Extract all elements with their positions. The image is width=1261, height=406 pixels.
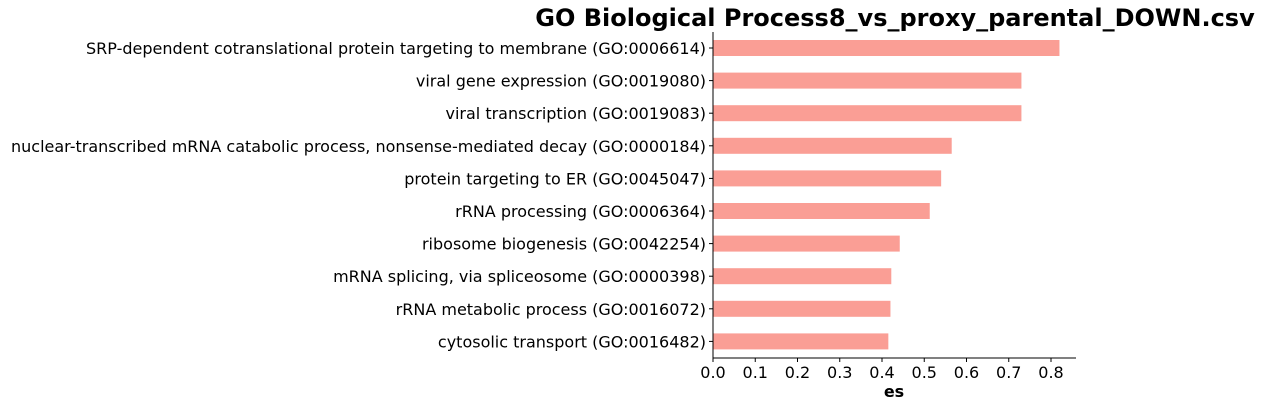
bar (713, 170, 942, 187)
bar (713, 235, 900, 252)
bar (713, 40, 1060, 56)
x-tick-label: 0.1 (743, 363, 768, 382)
x-tick-label: 0.3 (827, 363, 852, 382)
bar (713, 268, 892, 285)
chart-title: GO Biological Process8_vs_proxy_parental… (535, 4, 1255, 32)
bar (713, 105, 1022, 122)
category-label: protein targeting to ER (GO:0045047) (404, 169, 706, 188)
category-label: viral gene expression (GO:0019080) (416, 72, 706, 91)
category-label: cytosolic transport (GO:0016482) (438, 332, 706, 351)
bar (713, 300, 891, 317)
x-tick-label: 0.8 (1038, 363, 1063, 382)
x-tick-label: 0.5 (912, 363, 937, 382)
category-labels-group: SRP-dependent cotranslational protein ta… (11, 39, 713, 351)
category-label: nuclear-transcribed mRNA catabolic proce… (11, 137, 706, 156)
bars-group (713, 40, 1060, 350)
x-tick-label: 0.2 (785, 363, 810, 382)
x-tick-label: 0.6 (954, 363, 979, 382)
bar (713, 72, 1022, 89)
x-tick-label: 0.4 (869, 363, 894, 382)
bar (713, 203, 930, 219)
category-label: mRNA splicing, via spliceosome (GO:00003… (333, 267, 706, 286)
category-label: viral transcription (GO:0019083) (445, 104, 706, 123)
x-tick-label: 0.0 (700, 363, 725, 382)
x-tick-label: 0.7 (996, 363, 1021, 382)
bar (713, 333, 889, 350)
category-label: rRNA metabolic process (GO:0016072) (396, 300, 706, 319)
category-label: SRP-dependent cotranslational protein ta… (86, 39, 706, 58)
x-ticks-group: 0.0 0.1 0.2 0.3 0.4 0.5 0.6 0.7 0.8 (700, 358, 1064, 382)
category-label: rRNA processing (GO:0006364) (455, 202, 706, 221)
bar (713, 137, 952, 154)
x-axis-label: es (884, 382, 904, 401)
category-label: ribosome biogenesis (GO:0042254) (422, 235, 706, 254)
